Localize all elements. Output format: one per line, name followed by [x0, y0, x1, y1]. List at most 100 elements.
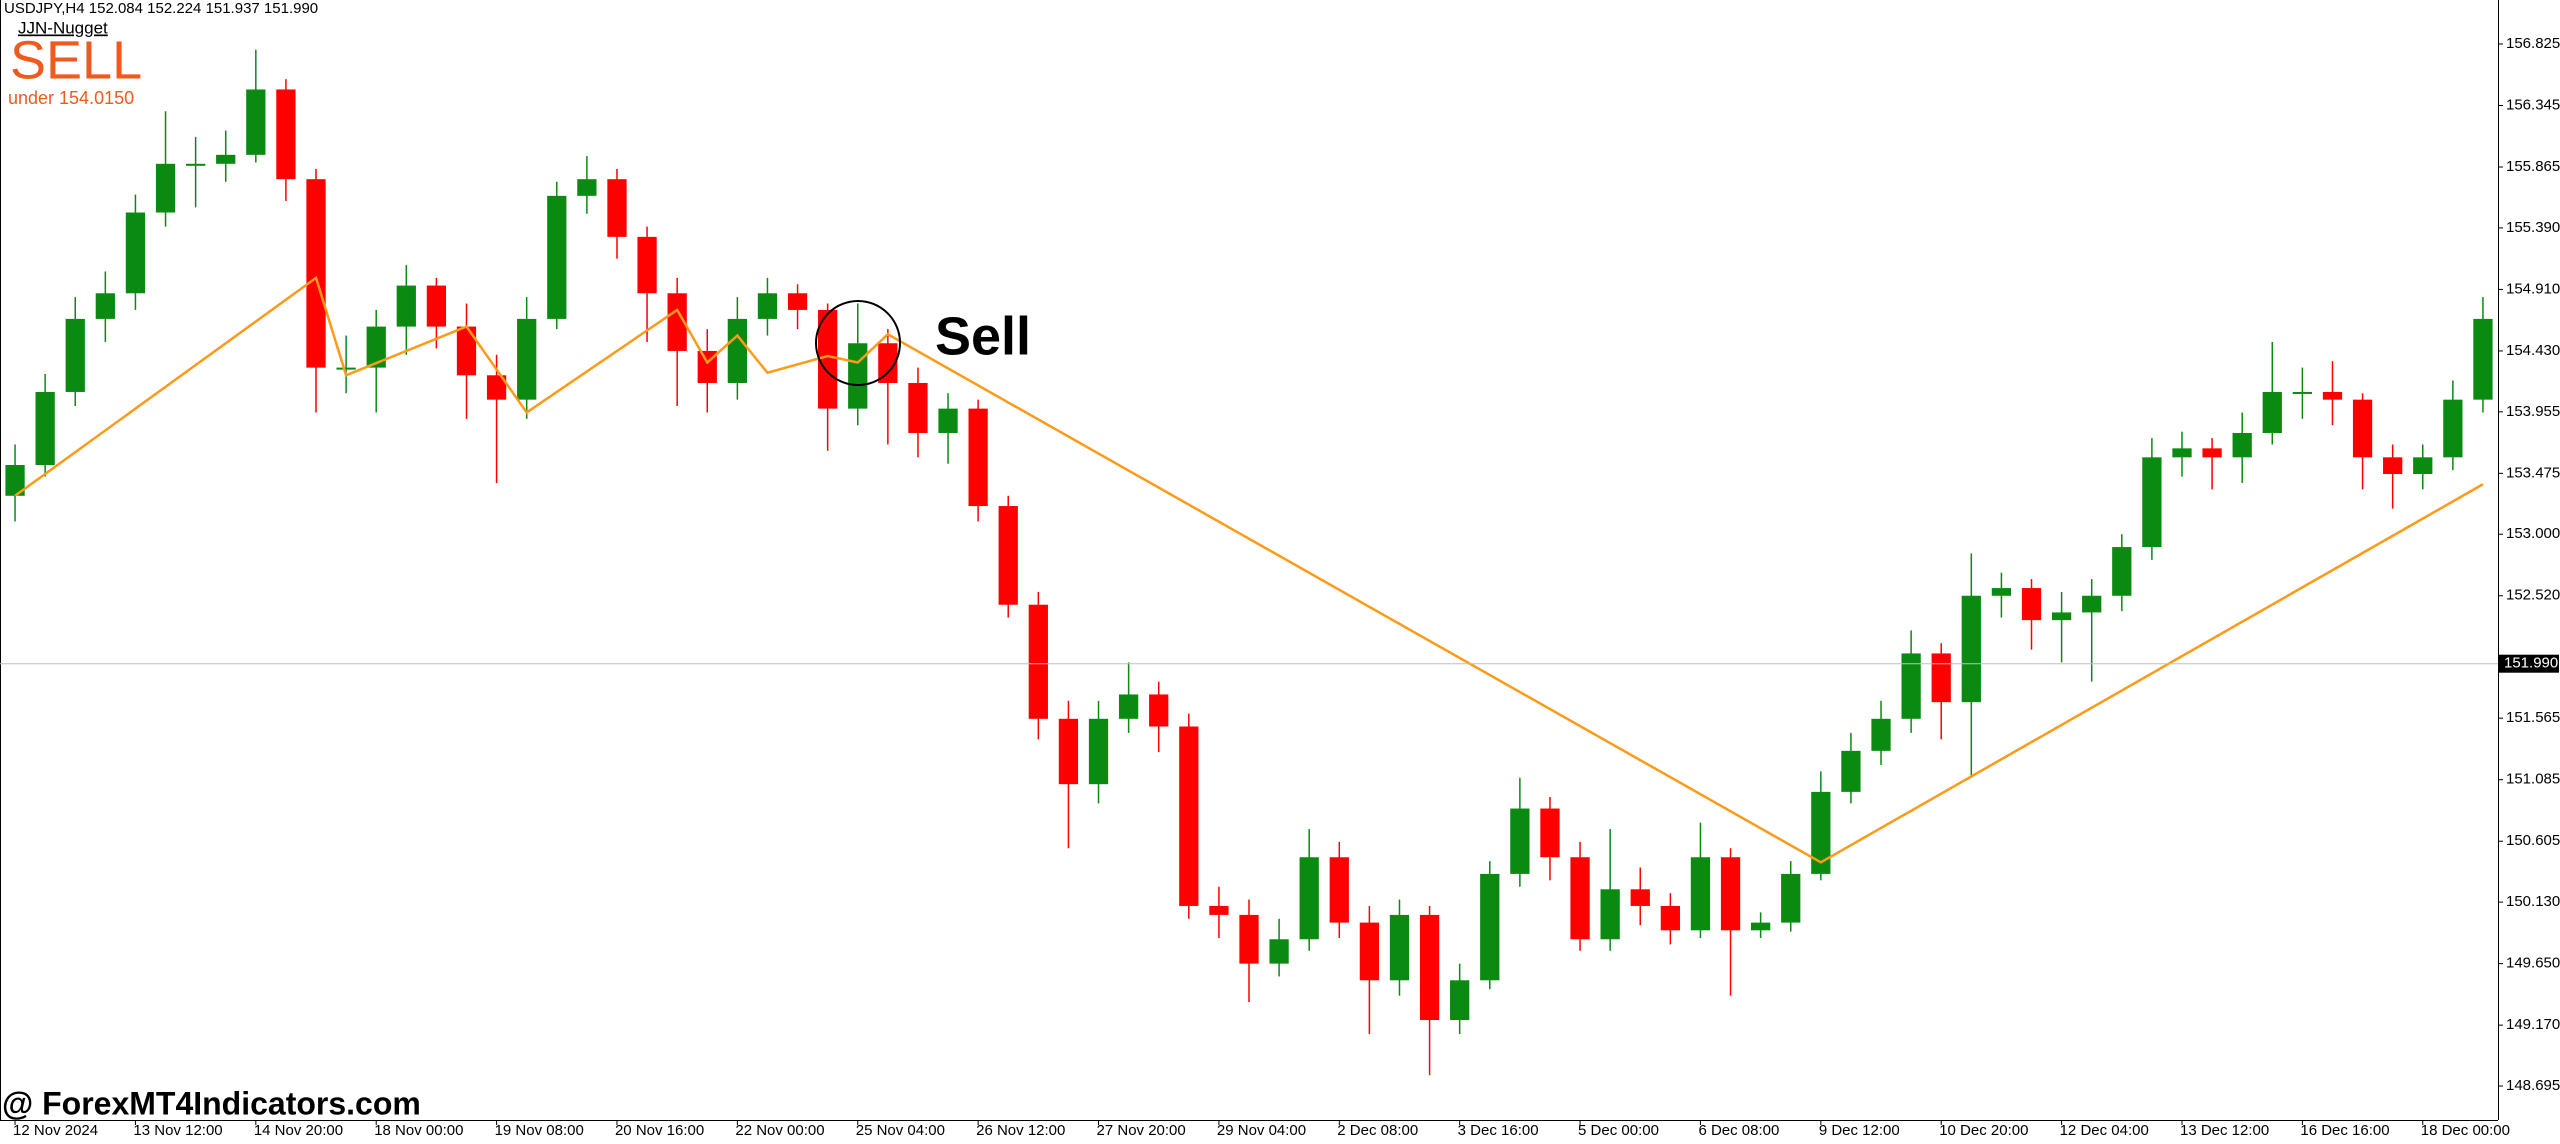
candle-body [1389, 914, 1410, 981]
current-price-label: 151.990 [2504, 655, 2558, 672]
x-tick-label: 22 Nov 00:00 [735, 1122, 824, 1139]
y-tick-label: 156.345 [2506, 96, 2560, 113]
x-tick-label: 10 Dec 20:00 [1939, 1122, 2028, 1139]
candle-body [336, 367, 356, 370]
x-tick-label: 16 Dec 16:00 [2300, 1122, 2389, 1139]
candle-body [306, 179, 326, 368]
candle-body [1058, 718, 1079, 785]
x-tick-label: 27 Nov 20:00 [1097, 1122, 1186, 1139]
candle-body [727, 318, 747, 383]
candle-body [2082, 595, 2102, 613]
y-tick-label: 153.475 [2506, 464, 2560, 481]
candle-body [968, 408, 988, 507]
candle-body [1931, 653, 1951, 703]
signal-note: under 154.0150 [8, 88, 134, 108]
candle-body [2383, 457, 2403, 474]
y-tick-label: 150.130 [2506, 893, 2560, 910]
candle-body [2262, 391, 2282, 433]
candle-body [607, 179, 627, 237]
candle-body [155, 163, 176, 213]
candle-body [1179, 726, 1199, 906]
candle-body [456, 326, 477, 376]
x-tick-label: 25 Nov 04:00 [856, 1122, 945, 1139]
candle-body [276, 89, 296, 180]
candle-body [637, 236, 657, 294]
candle-body [998, 506, 1018, 605]
x-tick-label: 5 Dec 00:00 [1578, 1122, 1659, 1139]
sell-circle [815, 300, 901, 386]
candle-body [1239, 914, 1259, 964]
candle-body [1781, 873, 1801, 923]
candle-body [517, 318, 537, 400]
candle-body [667, 293, 687, 351]
candle-body [185, 163, 206, 166]
y-tick-label: 155.865 [2506, 158, 2560, 175]
candle-body [757, 293, 778, 319]
y-tick-label: 149.650 [2506, 955, 2560, 972]
candle-body [1510, 808, 1530, 874]
y-tick-label: 149.170 [2506, 1016, 2560, 1033]
candle-body [95, 293, 115, 319]
x-tick-label: 29 Nov 04:00 [1217, 1122, 1306, 1139]
candle-body [1540, 808, 1560, 858]
y-tick-label: 153.000 [2506, 525, 2560, 542]
candle-body [246, 89, 266, 155]
candle-body [1961, 595, 1981, 703]
candle-body [125, 212, 146, 294]
candle-body [908, 382, 928, 433]
x-tick-label: 12 Nov 2024 [13, 1122, 98, 1139]
candle-body [1028, 604, 1048, 719]
candle-body [65, 318, 85, 392]
x-tick-label: 26 Nov 12:00 [976, 1122, 1065, 1139]
candle-body [818, 309, 838, 409]
y-tick-label: 148.695 [2506, 1077, 2560, 1094]
candle-body [1901, 653, 1921, 719]
chart-header: USDJPY,H4 152.084 152.224 151.937 151.99… [4, 0, 318, 17]
candle-body [2232, 432, 2252, 458]
candle-body [2443, 399, 2463, 458]
candle-body [426, 285, 447, 327]
candle-body [1299, 857, 1319, 940]
candle-body [2051, 612, 2072, 621]
plot-area [5, 49, 2493, 1076]
candle-body [216, 154, 236, 164]
candle-body [2021, 588, 2042, 621]
candle-body [2172, 448, 2192, 458]
y-tick-label: 152.520 [2506, 587, 2560, 604]
x-tick-label: 12 Dec 04:00 [2060, 1122, 2149, 1139]
x-tick-label: 14 Nov 20:00 [254, 1122, 343, 1139]
x-tick-label: 20 Nov 16:00 [615, 1122, 704, 1139]
candle-body [1209, 905, 1229, 915]
candle-body [486, 375, 507, 400]
x-tick-label: 2 Dec 08:00 [1337, 1122, 1418, 1139]
candle-body [848, 343, 868, 409]
candle-body [1450, 980, 1470, 1021]
y-tick-label: 151.565 [2506, 709, 2560, 726]
candle-body [1720, 857, 1741, 931]
x-tick-label: 9 Dec 12:00 [1819, 1122, 1900, 1139]
candle-body [396, 285, 416, 327]
x-tick-label: 18 Nov 00:00 [374, 1122, 463, 1139]
candle-body [1841, 750, 1861, 792]
candle-body [547, 195, 567, 319]
candle-body [2142, 457, 2162, 548]
x-tick-label: 13 Dec 12:00 [2180, 1122, 2269, 1139]
candle-body [1811, 791, 1831, 874]
candle-body [1480, 873, 1500, 981]
candle-body [1751, 922, 1771, 931]
candle-body [1600, 889, 1620, 940]
candle-body [2352, 399, 2373, 458]
sell-annotation: Sell [935, 306, 1031, 366]
watermark: @ ForexMT4Indicators.com [2, 1085, 421, 1121]
candle-body [1570, 857, 1590, 940]
x-tick-label: 19 Nov 08:00 [495, 1122, 584, 1139]
y-tick-label: 154.430 [2506, 342, 2560, 359]
candle-body [1991, 588, 2012, 596]
x-tick-label: 3 Dec 16:00 [1458, 1122, 1539, 1139]
candle-body [366, 326, 386, 368]
candle-body [1419, 914, 1440, 1021]
y-tick-label: 150.605 [2506, 832, 2560, 849]
candle-body [938, 408, 958, 433]
